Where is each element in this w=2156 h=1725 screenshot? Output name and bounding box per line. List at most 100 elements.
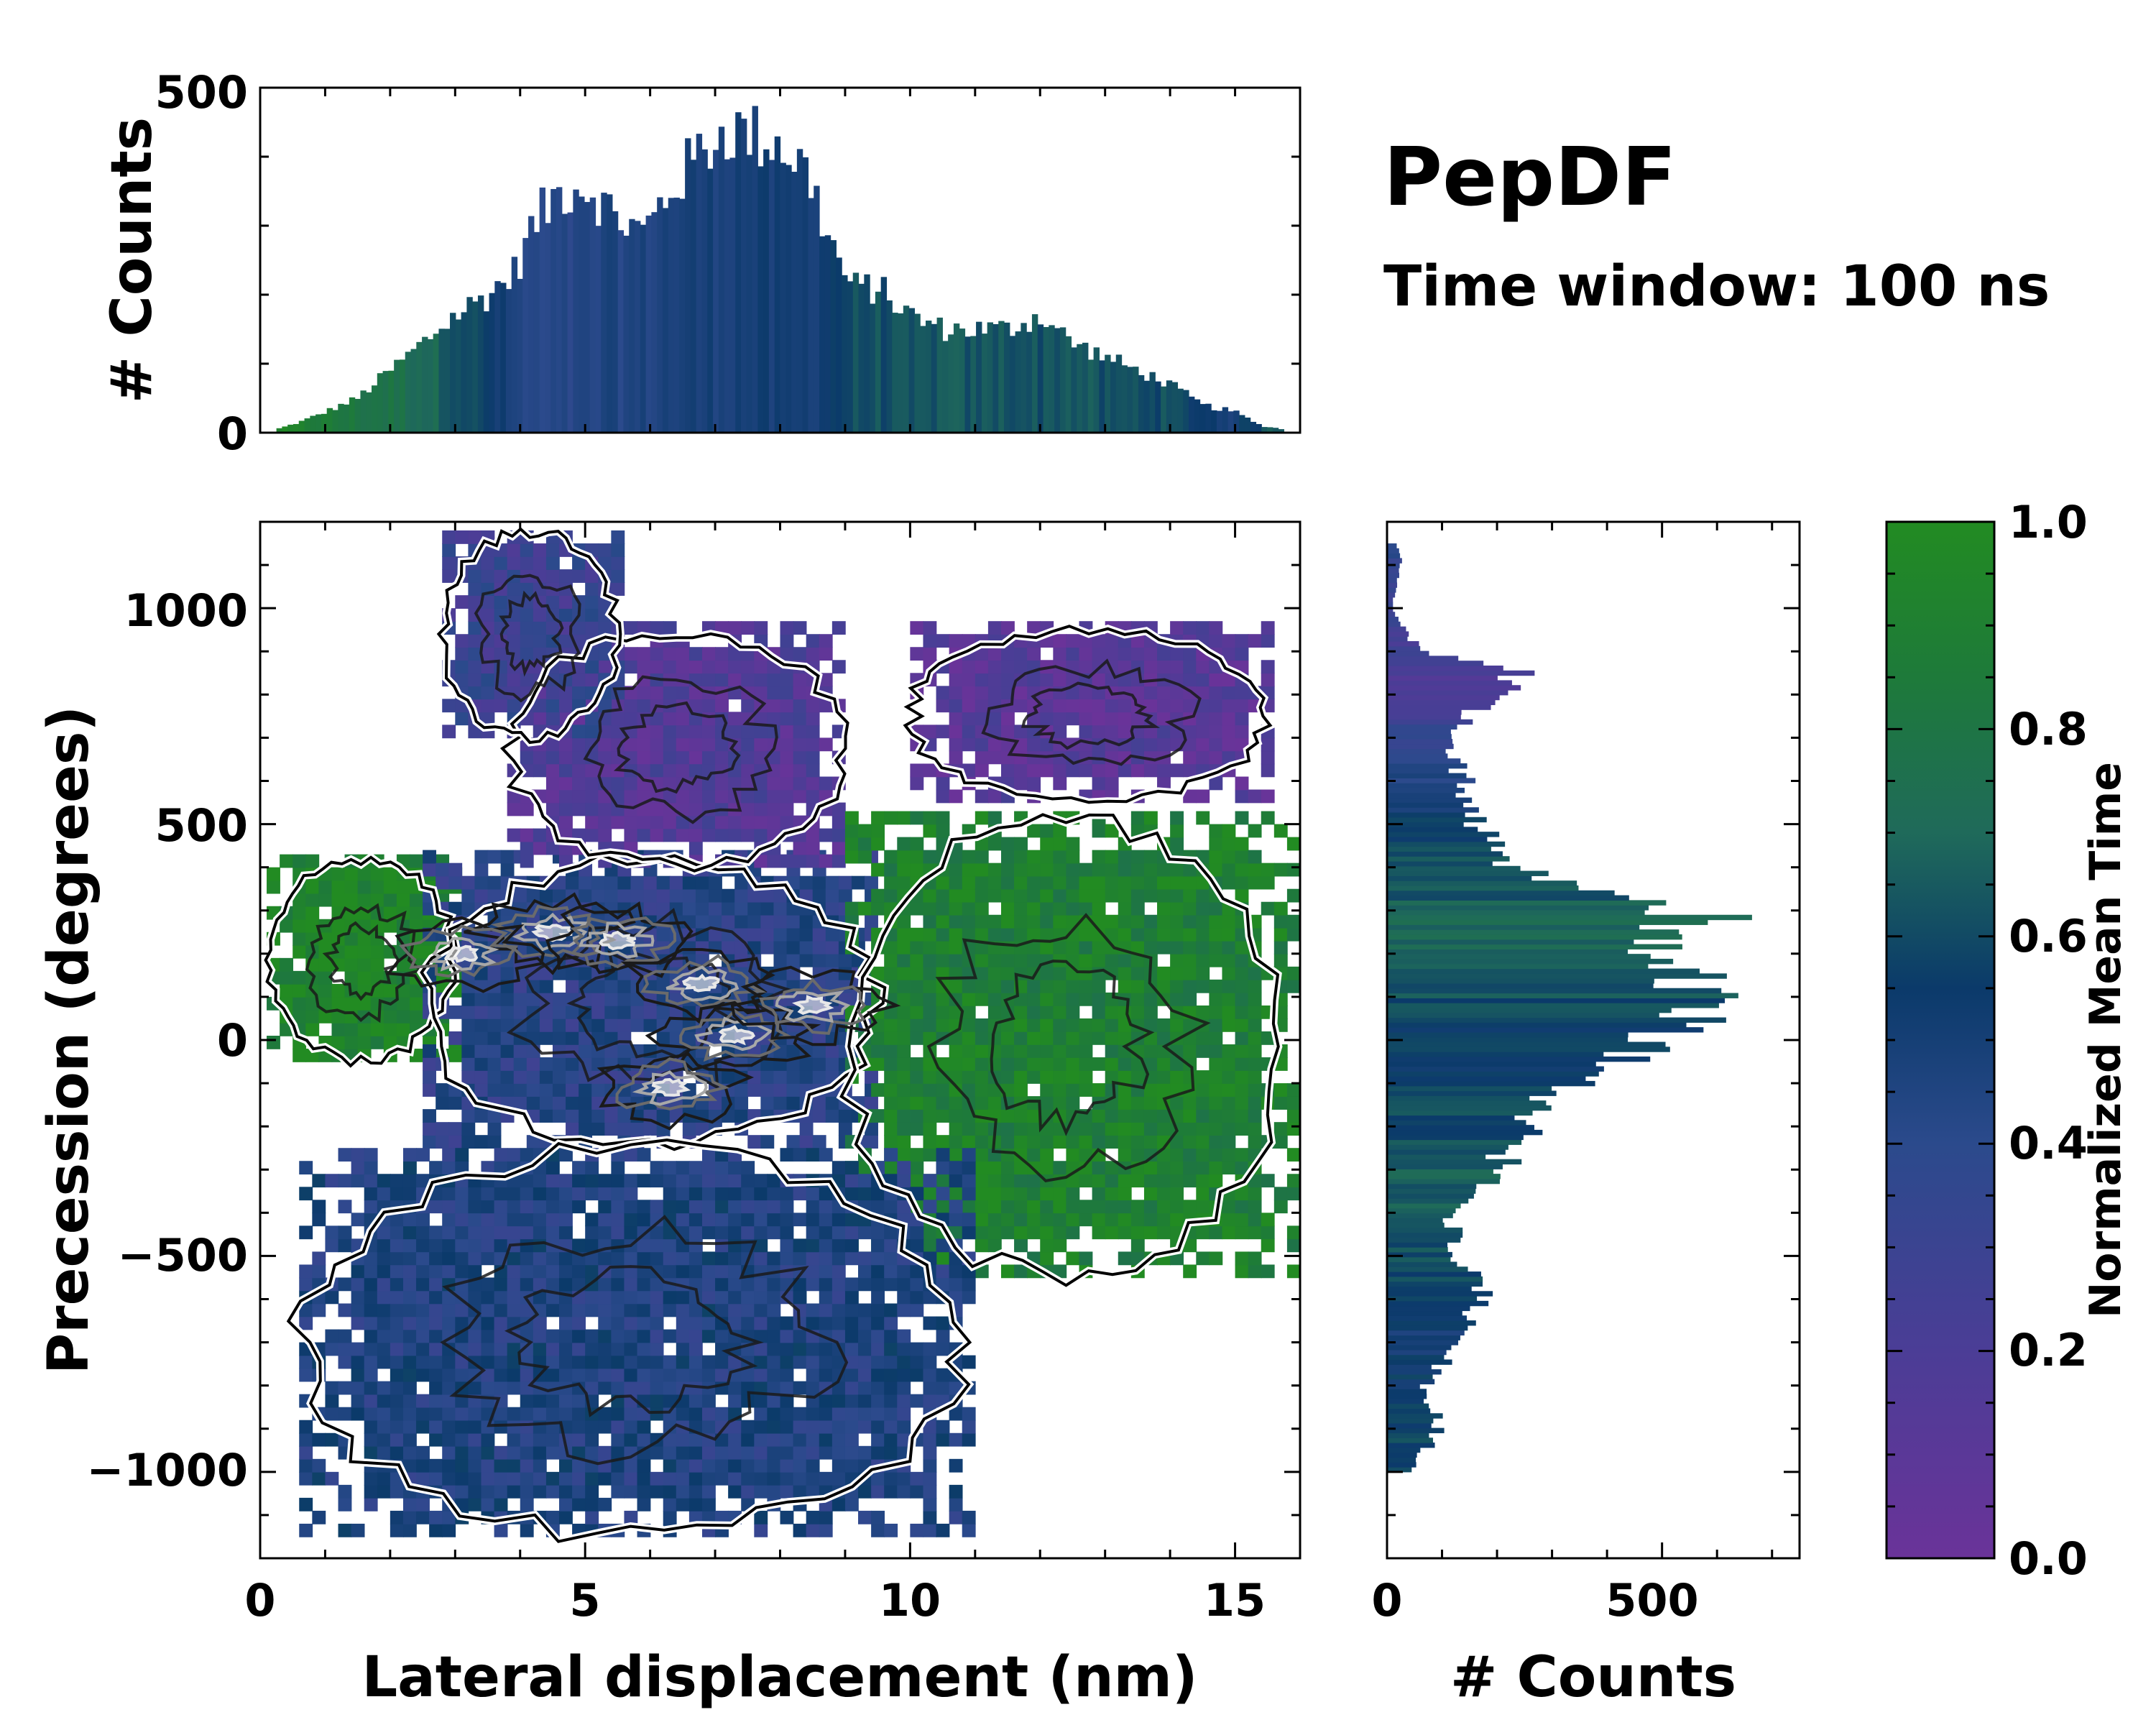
heatmap-cell xyxy=(559,1187,573,1201)
heatmap-cell xyxy=(831,660,846,674)
heatmap-cell xyxy=(325,1471,339,1486)
heatmap-cell xyxy=(806,854,820,868)
heatmap-cell xyxy=(897,875,911,890)
heatmap-cell xyxy=(773,940,788,954)
heatmap-cell xyxy=(455,673,469,687)
heatmap-cell xyxy=(650,1277,664,1292)
right-histogram-bar xyxy=(1387,1213,1453,1218)
heatmap-cell xyxy=(507,582,521,596)
heatmap-cell xyxy=(448,875,463,890)
heatmap-cell xyxy=(1118,660,1132,674)
heatmap-cell xyxy=(370,944,384,959)
region-outline xyxy=(839,813,1280,1287)
heatmap-cell xyxy=(533,1316,547,1330)
heatmap-cell xyxy=(962,737,976,752)
top-histogram-bar xyxy=(494,281,501,433)
heatmap-cell xyxy=(1235,1225,1249,1240)
heatmap-cell xyxy=(806,724,820,739)
heatmap-cell xyxy=(611,1420,625,1434)
right-histogram-bar xyxy=(1387,846,1491,852)
heatmap-cell xyxy=(637,1174,651,1188)
heatmap-cell xyxy=(520,1484,534,1499)
heatmap-cell xyxy=(754,1445,768,1460)
heatmap-cell xyxy=(402,1264,417,1279)
heatmap-cell xyxy=(897,1290,911,1305)
heatmap-cell xyxy=(897,992,911,1006)
heatmap-cell xyxy=(357,1035,372,1049)
heatmap-cell xyxy=(442,1420,456,1434)
heatmap-cell xyxy=(1209,901,1223,916)
top-histogram-bar xyxy=(1087,359,1095,433)
heatmap-cell xyxy=(507,1445,521,1460)
heatmap-cell xyxy=(799,1122,814,1136)
heatmap-cell xyxy=(858,837,872,851)
heatmap-cell xyxy=(390,1432,404,1447)
heatmap-cell xyxy=(754,1432,768,1447)
heatmap-cell xyxy=(1092,1135,1106,1149)
right-histogram-bar xyxy=(1387,993,1738,998)
heatmap-cell xyxy=(688,1187,703,1201)
heatmap-cell xyxy=(923,1523,937,1537)
heatmap-cell xyxy=(494,621,508,635)
heatmap-cell xyxy=(585,1161,599,1175)
heatmap-cell xyxy=(806,1200,820,1214)
top-histogram-bar xyxy=(908,308,916,433)
heatmap-cell xyxy=(780,1316,794,1330)
right-histogram-bar xyxy=(1387,1066,1604,1072)
heatmap-ticks xyxy=(259,522,1302,1558)
heatmap-cell xyxy=(1027,1096,1041,1110)
heatmap-cell xyxy=(1209,1251,1223,1266)
heatmap-cell xyxy=(987,673,1002,687)
heatmap-cell xyxy=(448,1031,463,1045)
heatmap-cell xyxy=(1209,914,1223,929)
heatmap-cell xyxy=(936,1368,950,1382)
heatmap-cell xyxy=(871,1368,885,1382)
heatmap-cell xyxy=(442,1458,456,1473)
heatmap-cell xyxy=(1209,1122,1223,1136)
heatmap-cell xyxy=(520,1213,534,1227)
top-histogram-bar xyxy=(1071,347,1077,433)
heatmap-cell xyxy=(611,1251,625,1266)
density-contour xyxy=(506,908,792,1090)
heatmap-cell xyxy=(663,1161,677,1175)
heatmap-cell xyxy=(630,875,645,890)
heatmap-cell xyxy=(734,1083,749,1097)
heatmap-cell xyxy=(1079,901,1093,916)
heatmap-cell xyxy=(1209,953,1223,967)
heatmap-cell xyxy=(474,1070,489,1084)
heatmap-cell xyxy=(552,875,566,890)
heatmap-cell xyxy=(871,1329,885,1343)
heatmap-cell xyxy=(455,1368,469,1382)
heatmap-cell xyxy=(1248,634,1262,648)
heatmap-cell xyxy=(299,1316,313,1330)
heatmap-cell xyxy=(650,1355,664,1369)
heatmap-cell xyxy=(793,1213,807,1227)
heatmap-cell xyxy=(1286,1238,1300,1253)
heatmap-cell xyxy=(370,880,384,894)
heatmap-cell xyxy=(1286,1187,1300,1201)
heatmap-cell xyxy=(936,1432,950,1447)
heatmap-cell xyxy=(844,1251,859,1266)
top-histogram-bar xyxy=(1267,427,1273,433)
heatmap-cell xyxy=(1248,1044,1262,1058)
heatmap-cell xyxy=(1222,914,1236,929)
heatmap-cell xyxy=(598,1355,612,1369)
heatmap-cell xyxy=(624,1290,638,1305)
top-histogram-bar xyxy=(287,424,294,433)
heatmap-cell xyxy=(461,1005,476,1019)
heatmap-cell xyxy=(559,1329,573,1343)
heatmap-cell xyxy=(663,647,677,661)
density-contour xyxy=(440,1215,849,1466)
heatmap-cell xyxy=(487,1122,502,1136)
heatmap-cell xyxy=(780,1329,794,1343)
heatmap-cell xyxy=(715,737,729,752)
top-histogram-bar xyxy=(438,328,445,433)
heatmap-cell xyxy=(1143,1109,1158,1123)
right-histogram-bar xyxy=(1387,1261,1457,1267)
heatmap-cell xyxy=(598,1368,612,1382)
heatmap-cell xyxy=(806,1355,820,1369)
heatmap-cell xyxy=(688,1316,703,1330)
heatmap-cell xyxy=(513,1005,528,1019)
heatmap-cell xyxy=(825,940,839,954)
heatmap-cell xyxy=(637,724,651,739)
